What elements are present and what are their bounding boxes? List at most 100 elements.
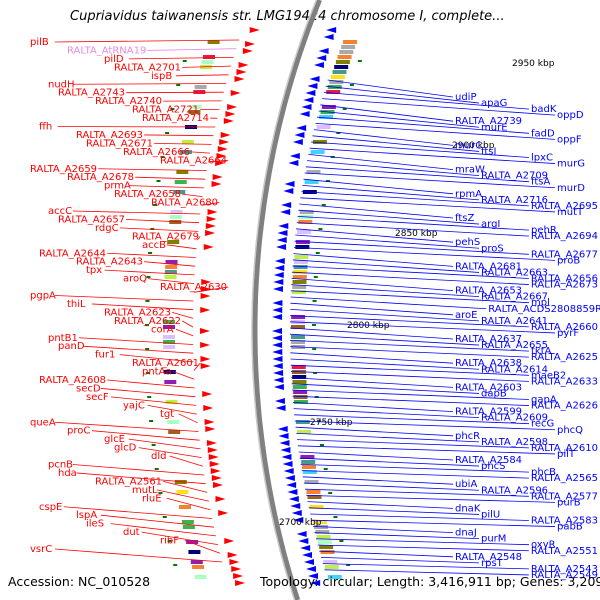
- cog-category-block: [173, 190, 186, 194]
- cog-category-block: [179, 150, 192, 154]
- cog-category-block: [167, 420, 180, 424]
- gene-label-left: RALTA_A2630: [160, 282, 227, 293]
- gene-label-right: argI: [481, 219, 500, 230]
- cog-category-block: [292, 280, 307, 284]
- cog-category-block: [190, 560, 203, 564]
- gene-label-right: lpxC: [531, 153, 553, 164]
- leader-line-left: [107, 252, 196, 258]
- leader-line-left: [172, 371, 195, 380]
- gene-label-right: pehS: [455, 237, 480, 248]
- minus-strand-gene: [288, 496, 299, 502]
- gene-label-right: ftsI: [481, 146, 496, 157]
- minus-strand-gene: [274, 265, 285, 271]
- gene-label-left: accC: [48, 206, 72, 217]
- cog-category-block: [306, 490, 321, 494]
- gene-label-right: RALTA_A2709: [481, 171, 548, 182]
- minus-strand-gene: [313, 62, 324, 68]
- leader-line-right: [309, 147, 556, 164]
- gene-label-right: RALTA_A2667: [481, 292, 548, 303]
- cog-category-block: [291, 365, 306, 369]
- leader-line-right: [290, 296, 487, 310]
- cog-category-block: [315, 530, 330, 534]
- cog-category-block: [339, 50, 354, 54]
- leader-line-right: [297, 439, 529, 449]
- plus-strand-gene: [215, 160, 226, 166]
- gene-label-right: RALTA_A2695: [531, 201, 598, 212]
- leader-line-right: [293, 402, 454, 412]
- ring-tick: [312, 300, 317, 302]
- gene-label-left: lspA: [76, 510, 97, 521]
- leader-line-right: [290, 290, 530, 304]
- leader-line-left: [182, 193, 203, 197]
- gene-label-right: ftsA: [531, 177, 550, 188]
- leader-line-right: [325, 85, 480, 104]
- cog-category-block: [186, 540, 199, 544]
- kbp-scale-label: 2700 kbp: [279, 518, 322, 528]
- gene-label-right: RALTA_A2716: [481, 195, 548, 206]
- leader-line-right: [301, 470, 529, 479]
- plus-strand-gene: [208, 454, 219, 460]
- cog-category-block: [203, 55, 216, 59]
- kbp-scale-label: 2750 kbp: [310, 418, 353, 428]
- gene-label-left: tpx: [86, 265, 102, 276]
- gene-label-right: RALTA_A2625: [531, 352, 598, 363]
- cog-category-block: [316, 125, 331, 129]
- gene-label-left: RALTA_A2658: [114, 189, 181, 200]
- cog-category-block: [312, 140, 327, 144]
- plus-strand-gene: [202, 391, 213, 397]
- leader-line-left: [54, 548, 223, 563]
- leader-line-left: [193, 362, 201, 371]
- gene-label-left: corA: [151, 324, 174, 335]
- ring-tick: [333, 516, 338, 518]
- ring-tick: [316, 420, 321, 422]
- leader-line-left: [197, 236, 201, 241]
- leader-line-right: [290, 315, 529, 328]
- cog-category-block: [189, 105, 202, 109]
- leader-line-left: [193, 286, 229, 293]
- gene-label-right: badK: [531, 104, 557, 115]
- gene-label-left: accB: [142, 240, 166, 251]
- cog-category-block: [291, 315, 306, 319]
- cog-category-block: [192, 565, 205, 569]
- leader-line-left: [110, 523, 216, 537]
- gene-label-right: RALTA_A2610: [531, 443, 598, 454]
- gene-label-right: RALTA_A2565: [531, 473, 598, 484]
- plus-strand-gene: [205, 426, 216, 432]
- plus-strand-gene: [211, 475, 222, 481]
- leader-line-right: [303, 178, 454, 195]
- leader-line-left: [201, 202, 220, 206]
- cog-category-block: [163, 335, 176, 339]
- cog-category-block: [168, 430, 181, 434]
- cog-category-block: [302, 470, 317, 474]
- gene-label-left: ileS: [86, 519, 104, 530]
- gene-label-right: RALTA_A2549: [531, 570, 598, 581]
- cog-category-block: [163, 325, 176, 329]
- gene-label-right: RALTA_A2584: [455, 455, 522, 466]
- ring-tick: [158, 492, 163, 494]
- leader-line-right: [320, 557, 480, 564]
- leader-line-left: [126, 91, 224, 94]
- cog-category-block: [164, 270, 177, 274]
- leader-line-right: [292, 259, 480, 273]
- minus-strand-gene: [276, 237, 287, 243]
- ring-tick: [145, 348, 150, 350]
- gene-label-left: RALTA_A2561: [95, 476, 162, 487]
- minus-strand-gene: [292, 139, 303, 145]
- leader-line-right: [315, 123, 556, 140]
- minus-strand-gene: [279, 440, 290, 446]
- leader-line-left: [172, 312, 194, 319]
- leader-line-left: [128, 185, 204, 189]
- gene-label-right: purB: [557, 497, 581, 508]
- minus-strand-gene: [277, 426, 288, 432]
- cog-category-block: [181, 140, 194, 144]
- gene-label-left: proC: [67, 426, 90, 437]
- gene-label-right: RALTA_A2653: [455, 286, 522, 297]
- minus-strand-gene: [272, 328, 283, 334]
- minus-strand-gene: [272, 342, 283, 348]
- leader-line-right: [290, 309, 480, 322]
- plus-strand-gene: [242, 48, 253, 54]
- cog-category-block: [304, 180, 319, 184]
- minus-strand-gene: [318, 48, 329, 54]
- kbp-scale-label: 2800 kbp: [347, 321, 390, 331]
